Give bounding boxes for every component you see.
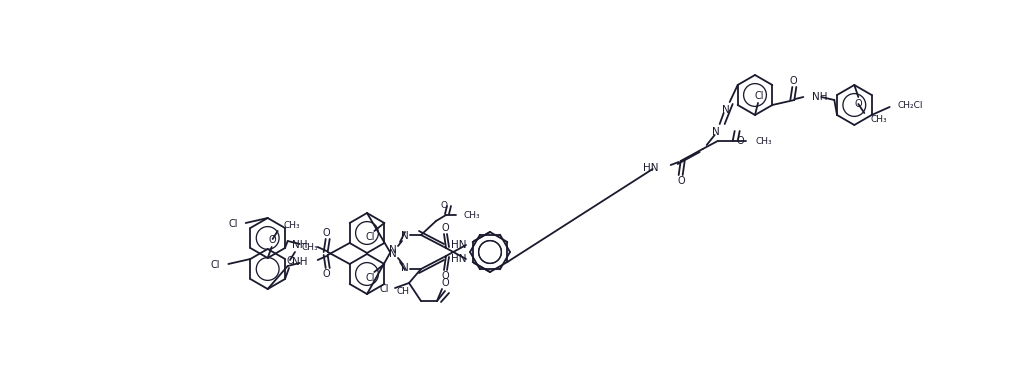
Text: NH: NH bbox=[292, 240, 308, 250]
Text: HN: HN bbox=[451, 240, 466, 250]
Text: O: O bbox=[441, 271, 449, 281]
Text: N: N bbox=[389, 245, 397, 255]
Text: Cl: Cl bbox=[365, 232, 376, 242]
Text: CH₃: CH₃ bbox=[871, 114, 887, 123]
Text: NH: NH bbox=[812, 92, 827, 102]
Text: N: N bbox=[721, 105, 730, 115]
Text: CH: CH bbox=[396, 286, 410, 296]
Text: HN: HN bbox=[643, 163, 659, 173]
Text: CH₃: CH₃ bbox=[284, 222, 300, 231]
Text: Cl: Cl bbox=[211, 260, 220, 270]
Text: O: O bbox=[323, 228, 330, 238]
Text: O: O bbox=[737, 136, 745, 146]
Text: O: O bbox=[323, 269, 330, 279]
Text: CH₃: CH₃ bbox=[464, 210, 481, 219]
Text: O: O bbox=[441, 223, 449, 233]
Text: O: O bbox=[286, 256, 294, 266]
Text: NH: NH bbox=[292, 257, 308, 267]
Text: O: O bbox=[269, 235, 277, 245]
Text: Cl: Cl bbox=[228, 219, 238, 229]
Text: O: O bbox=[789, 76, 797, 86]
Text: CH₂Cl: CH₂Cl bbox=[897, 102, 923, 111]
Text: N: N bbox=[712, 127, 719, 137]
Text: HN: HN bbox=[451, 254, 466, 264]
Text: N: N bbox=[389, 249, 397, 259]
Text: Cl: Cl bbox=[380, 284, 389, 294]
Text: N: N bbox=[401, 231, 409, 241]
Text: O: O bbox=[854, 99, 862, 109]
Text: O: O bbox=[441, 278, 449, 288]
Text: O: O bbox=[678, 176, 685, 186]
Text: N: N bbox=[401, 263, 409, 273]
Text: Cl: Cl bbox=[365, 273, 376, 283]
Text: O: O bbox=[440, 201, 448, 210]
Text: Cl: Cl bbox=[754, 91, 764, 101]
Text: CH₃: CH₃ bbox=[755, 136, 773, 146]
Text: CH₃: CH₃ bbox=[301, 243, 318, 252]
